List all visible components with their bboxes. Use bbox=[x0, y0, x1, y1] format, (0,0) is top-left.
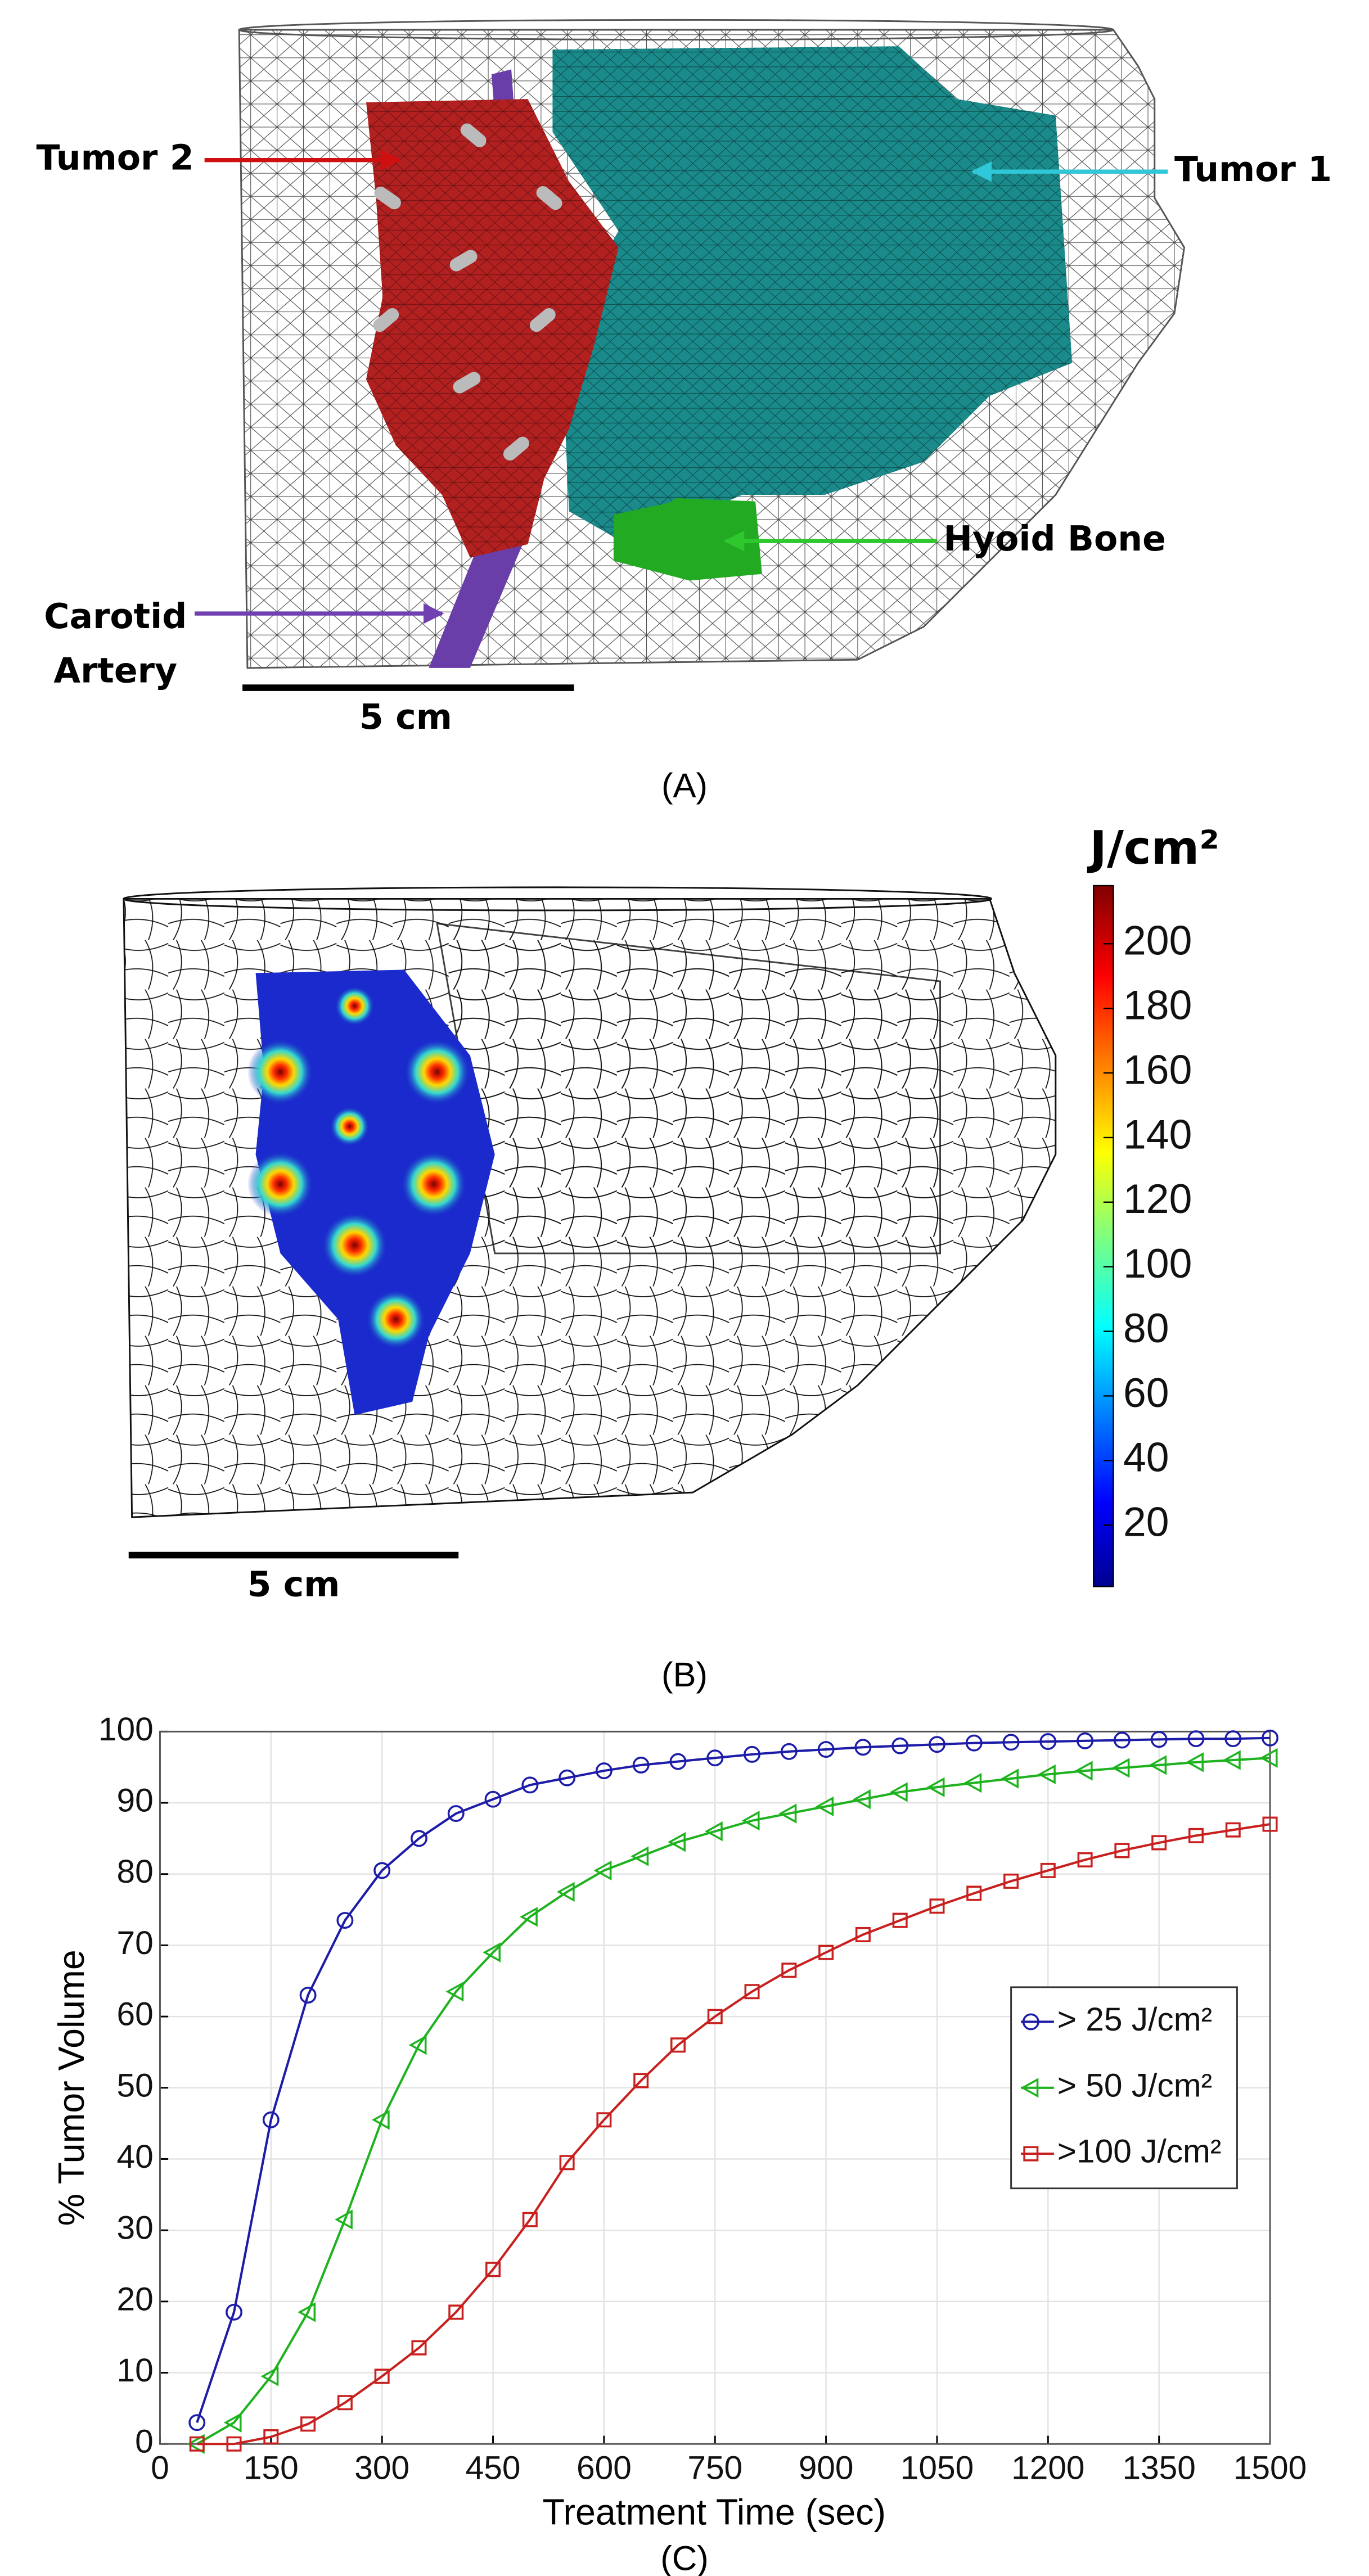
label-hyoid-bone: Hyoid Bone bbox=[943, 518, 1165, 559]
colorbar-tick-label: 40 bbox=[1123, 1434, 1169, 1481]
colorbar-tick-label: 100 bbox=[1123, 1240, 1192, 1287]
panel-c: (C) Treatment Time (sec) % Tumor Volume … bbox=[51, 1711, 1307, 2576]
caption: (B) bbox=[661, 1655, 708, 1694]
figure: Tumor 2 Tumor 1 Hyoid Bone Carotid Arter… bbox=[0, 0, 1369, 2576]
panel-a: Tumor 2 Tumor 1 Hyoid Bone Carotid Arter… bbox=[37, 20, 1332, 805]
colorbar-title: J/cm² bbox=[1087, 822, 1219, 875]
x-tick-label: 900 bbox=[799, 2450, 854, 2487]
x-tick-label: 1050 bbox=[900, 2450, 974, 2487]
y-tick-label: 40 bbox=[116, 2139, 153, 2175]
x-tick-label: 0 bbox=[151, 2450, 169, 2487]
legend-label: > 25 J/cm² bbox=[1057, 2001, 1212, 2038]
caption: (C) bbox=[660, 2539, 708, 2576]
page: {"panel_a": {"labels": {"tumor_2": "Tumo… bbox=[0, 0, 1369, 2576]
colorbar-tick-label: 140 bbox=[1123, 1111, 1192, 1157]
x-tick-label: 600 bbox=[577, 2450, 632, 2487]
scale-bar-label: 5 cm bbox=[247, 1564, 340, 1604]
legend: > 25 J/cm² > 50 J/cm² >100 J/cm² bbox=[1011, 1987, 1237, 2189]
legend-label: >100 J/cm² bbox=[1057, 2133, 1222, 2170]
x-axis-label: Treatment Time (sec) bbox=[543, 2492, 886, 2532]
y-tick-label: 60 bbox=[116, 1996, 153, 2033]
colorbar-tick-label: 180 bbox=[1123, 982, 1192, 1028]
y-tick-label: 100 bbox=[98, 1711, 154, 1748]
x-tick-label: 150 bbox=[244, 2450, 299, 2487]
x-tick-label: 300 bbox=[354, 2450, 409, 2487]
colorbar-tick-label: 80 bbox=[1123, 1305, 1169, 1351]
colorbar-tick-label: 200 bbox=[1123, 918, 1192, 964]
panel-b: 5 cm J/cm² (B) 20 40 60 80 100 120 140 160 180 20… bbox=[124, 822, 1219, 1694]
x-tick-label: 750 bbox=[687, 2450, 742, 2487]
label-tumor-1: Tumor 1 bbox=[1174, 149, 1332, 190]
x-tick-label: 1350 bbox=[1122, 2450, 1195, 2487]
tumor-1-wireframe bbox=[437, 923, 940, 1253]
y-tick-label: 10 bbox=[116, 2352, 153, 2389]
label-tumor-2: Tumor 2 bbox=[37, 138, 194, 178]
y-tick-label: 90 bbox=[116, 1783, 153, 1819]
colorbar-tick-label: 120 bbox=[1123, 1176, 1192, 1222]
legend-label: > 50 J/cm² bbox=[1057, 2067, 1212, 2104]
y-tick-label: 30 bbox=[116, 2210, 153, 2246]
colorbar-tick-label: 20 bbox=[1123, 1499, 1169, 1545]
colorbar bbox=[1093, 886, 1113, 1586]
label-artery: Artery bbox=[53, 651, 177, 691]
scale-bar-label: 5 cm bbox=[359, 697, 452, 737]
y-tick-label: 20 bbox=[116, 2281, 153, 2317]
caption: (A) bbox=[661, 766, 708, 805]
x-tick-label: 450 bbox=[466, 2450, 521, 2487]
colorbar-tick-label: 160 bbox=[1123, 1046, 1192, 1093]
y-tick-label: 50 bbox=[116, 2067, 153, 2104]
x-tick-label: 1200 bbox=[1011, 2450, 1084, 2487]
label-carotid: Carotid bbox=[44, 596, 187, 637]
y-axis-label: % Tumor Volume bbox=[51, 1950, 92, 2226]
y-tick-label: 80 bbox=[116, 1853, 153, 1890]
colorbar-tick-label: 60 bbox=[1123, 1370, 1169, 1416]
y-tick-label: 70 bbox=[116, 1925, 153, 1961]
x-tick-label: 1500 bbox=[1233, 2450, 1307, 2487]
